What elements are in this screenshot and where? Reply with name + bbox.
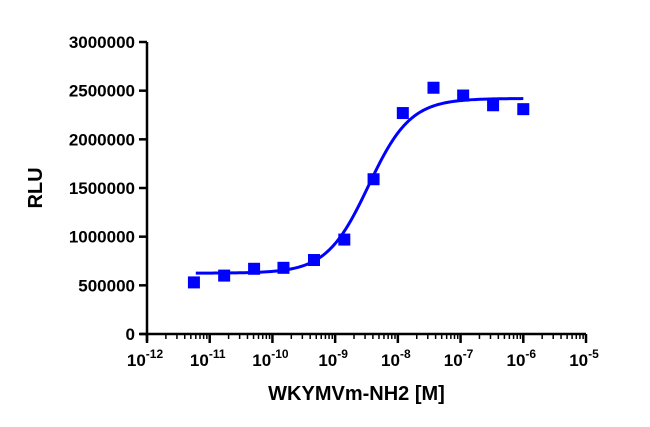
data-point (338, 233, 351, 246)
data-points (187, 81, 530, 289)
x-tick-label: 10-12 (127, 347, 164, 370)
data-point (187, 276, 200, 289)
data-point (307, 254, 320, 267)
x-tick-label: 10-10 (252, 347, 289, 370)
x-axis-ticks: 10-12 10-11 10-10 10-9 10-8 10-7 10-6 10-5 (127, 334, 599, 370)
y-axis-title: RLU (25, 167, 47, 208)
x-tick-label: 10-7 (444, 347, 474, 370)
x-tick-label: 10-5 (569, 347, 599, 370)
data-point (487, 99, 500, 112)
y-tick-label: 3000000 (69, 33, 135, 52)
y-tick-label: 500000 (78, 276, 135, 295)
data-point (517, 103, 530, 116)
fit-curve (195, 97, 524, 275)
y-axis-ticks: 0 500000 1000000 1500000 2000000 2500000 30000… (69, 33, 147, 344)
data-point (367, 173, 380, 186)
data-point (457, 89, 470, 102)
data-point (427, 81, 440, 94)
data-point (277, 261, 290, 274)
y-tick-label: 1000000 (69, 228, 135, 247)
y-tick-label: 2000000 (69, 130, 135, 149)
x-tick-label: 10-11 (190, 347, 226, 370)
y-tick-label: 1500000 (69, 179, 135, 198)
x-tick-label: 10-8 (381, 347, 411, 370)
data-point (396, 107, 409, 120)
y-tick-label: 2500000 (69, 82, 135, 101)
x-axis-title: WKYMVm-NH2 [M] (268, 383, 445, 405)
data-point (218, 269, 231, 282)
data-point (248, 262, 261, 275)
x-tick-label: 10-6 (506, 347, 536, 370)
y-tick-label: 0 (126, 325, 135, 344)
x-tick-label: 10-9 (318, 347, 348, 370)
